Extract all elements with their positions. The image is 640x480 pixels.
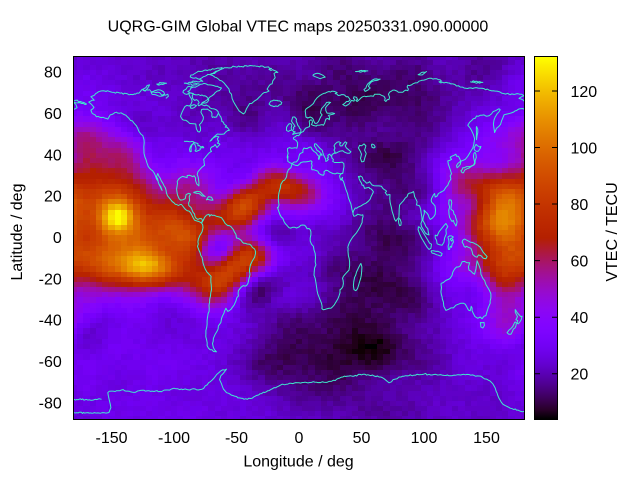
svg-text:0: 0 <box>295 430 304 447</box>
svg-text:100: 100 <box>411 430 438 447</box>
svg-text:60: 60 <box>44 106 62 123</box>
svg-text:40: 40 <box>571 310 589 327</box>
svg-text:Latitude / deg: Latitude / deg <box>9 184 26 281</box>
svg-text:20: 20 <box>571 367 589 384</box>
svg-text:0: 0 <box>53 230 62 247</box>
svg-text:80: 80 <box>44 65 62 82</box>
svg-text:VTEC / TECU: VTEC / TECU <box>604 182 621 281</box>
svg-text:100: 100 <box>571 140 598 157</box>
svg-text:-80: -80 <box>39 395 62 412</box>
svg-text:-60: -60 <box>39 354 62 371</box>
svg-text:UQRG-GIM Global VTEC maps 2025: UQRG-GIM Global VTEC maps 20250331.090.0… <box>108 19 489 36</box>
svg-text:40: 40 <box>44 147 62 164</box>
svg-text:50: 50 <box>353 430 371 447</box>
svg-text:-20: -20 <box>39 271 62 288</box>
svg-text:20: 20 <box>44 189 62 206</box>
svg-text:150: 150 <box>473 430 500 447</box>
svg-text:-100: -100 <box>158 430 190 447</box>
svg-text:Longitude / deg: Longitude / deg <box>243 454 353 471</box>
svg-text:-40: -40 <box>39 313 62 330</box>
svg-text:-50: -50 <box>225 430 248 447</box>
svg-text:80: 80 <box>571 197 589 214</box>
svg-text:120: 120 <box>571 84 598 101</box>
svg-text:60: 60 <box>571 254 589 271</box>
svg-text:-150: -150 <box>95 430 127 447</box>
